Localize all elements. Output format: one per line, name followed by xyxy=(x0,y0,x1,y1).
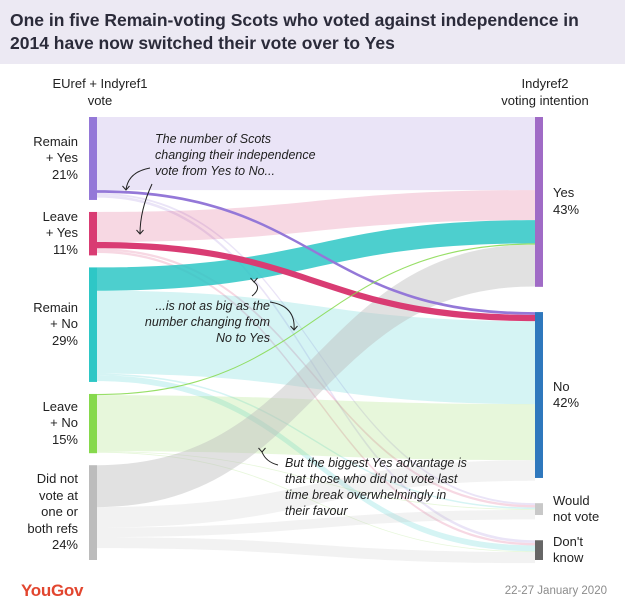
flow-remain_no-to-dont_know xyxy=(97,375,535,552)
flow-leave_no-to-dont_know xyxy=(97,452,535,553)
yougov-logo: YouGov xyxy=(21,581,84,600)
arrow-to-no-yes-band xyxy=(251,281,258,297)
annotation-line: time break overwhelmingly in xyxy=(285,488,447,502)
source-node-did_not_vote xyxy=(89,465,97,560)
annotation-line: number changing from xyxy=(144,315,270,329)
source-label-line: Remain xyxy=(33,133,78,149)
target-label-line: Yes xyxy=(553,185,575,201)
flow-did_not_vote-to-dont_know xyxy=(97,537,535,564)
arrow-to-leave-no-switch xyxy=(269,301,295,331)
source-node-remain_yes xyxy=(89,117,97,200)
annotation-line: But the biggest Yes advantage is xyxy=(285,456,467,470)
annotation-line: No to Yes xyxy=(216,331,270,345)
flow-leave_no-to-yes xyxy=(97,243,535,396)
annotation-line: that those who did not vote last xyxy=(285,472,458,486)
left-axis-header: EUref + Indyref1 vote xyxy=(20,76,180,109)
source-label-line: + Yes xyxy=(45,225,78,241)
flow-did_not_vote-to-yes xyxy=(97,244,535,508)
target-label-would_not_vote: Would not vote xyxy=(553,493,621,526)
arrow-to-leave-yes-switch xyxy=(139,183,153,235)
arrow-to-remain-yes-switch-head xyxy=(122,185,130,191)
source-label-line: + Yes xyxy=(45,150,78,166)
right-axis-header: Indyref2 voting intention xyxy=(470,76,620,109)
flow-remain_yes-to-yes xyxy=(97,117,535,191)
arrow-to-dnv-band xyxy=(261,451,279,466)
chart-title: One in five Remain-voting Scots who vote… xyxy=(10,10,579,53)
source-label-remain_yes: Remain + Yes 21% xyxy=(8,134,78,184)
target-label-no: No 42% xyxy=(553,379,621,412)
target-label-line: No xyxy=(553,378,570,394)
annotation-line: their favour xyxy=(285,504,348,518)
source-label-line: Leave xyxy=(42,398,78,414)
source-label-leave_yes: Leave + Yes 11% xyxy=(8,209,78,259)
arrow-to-leave-yes-switch-head xyxy=(136,229,144,235)
target-node-yes xyxy=(535,117,543,287)
target-label-line: 43% xyxy=(553,201,580,217)
flow-remain_yes-to-dont_know xyxy=(97,194,535,544)
right-header-line-2: voting intention xyxy=(501,92,589,108)
left-header-line-1: EUref + Indyref1 xyxy=(52,76,148,91)
source-label-line: 21% xyxy=(51,166,78,182)
left-header-line-2: vote xyxy=(87,92,113,108)
flow-remain_yes-to-no xyxy=(97,190,535,315)
target-label-line: know xyxy=(553,550,584,566)
flow-leave_yes-to-no xyxy=(97,241,535,322)
source-node-leave_yes xyxy=(89,211,97,256)
annotation-no-to-yes: ...is not as big as the number changing … xyxy=(118,298,270,346)
flow-remain_no-to-would_not_vote xyxy=(97,373,535,510)
fieldwork-date: 22-27 January 2020 xyxy=(504,585,607,597)
title-banner xyxy=(0,0,625,64)
source-label-did_not_vote: Did not vote at one or both refs 24% xyxy=(8,471,78,554)
annotation-line: changing their independence xyxy=(155,148,316,162)
flow-leave_yes-to-dont_know xyxy=(97,250,535,546)
annotation-line: vote from Yes to No... xyxy=(155,164,275,178)
target-label-line: Would xyxy=(553,492,590,508)
source-node-remain_no xyxy=(89,267,97,382)
flow-remain_no-to-yes xyxy=(97,220,535,291)
target-node-dont_know xyxy=(535,540,543,560)
source-label-line: vote at xyxy=(38,487,78,503)
source-label-line: both refs xyxy=(27,520,78,536)
source-label-line: + No xyxy=(50,316,78,332)
target-label-yes: Yes 43% xyxy=(553,185,621,218)
source-label-line: 11% xyxy=(52,241,78,257)
source-label-line: Remain xyxy=(33,299,78,315)
target-label-dont_know: Don't know xyxy=(553,534,621,567)
source-label-leave_no: Leave + No 15% xyxy=(8,399,78,449)
source-label-remain_no: Remain + No 29% xyxy=(8,300,78,350)
target-label-line: Don't xyxy=(553,533,583,549)
flow-leave_yes-to-yes xyxy=(97,190,535,242)
flow-remain_yes-to-would_not_vote xyxy=(97,192,535,506)
flow-did_not_vote-to-no xyxy=(97,460,535,528)
source-label-line: 15% xyxy=(51,431,78,447)
flow-leave_no-to-no xyxy=(97,395,535,461)
annotation-line: ...is not as big as the xyxy=(155,299,270,313)
arrow-to-leave-no-switch-head xyxy=(290,325,298,331)
target-node-would_not_vote xyxy=(535,503,543,516)
source-label-line: Leave xyxy=(42,208,78,224)
arrow-to-no-yes-band-head xyxy=(250,277,258,283)
source-label-line: 24% xyxy=(51,537,78,553)
source-label-line: 29% xyxy=(51,332,78,348)
arrow-to-dnv-band-head xyxy=(258,447,266,453)
target-label-line: not vote xyxy=(553,509,600,525)
right-header-line-1: Indyref2 xyxy=(521,76,569,91)
flow-leave_yes-to-would_not_vote xyxy=(97,248,535,508)
arrow-to-remain-yes-switch xyxy=(125,167,151,191)
target-node-no xyxy=(535,312,543,478)
flow-did_not_vote-to-would_not_vote xyxy=(97,509,535,538)
annotation-line: The number of Scots xyxy=(155,132,272,146)
flow-remain_no-to-no xyxy=(97,290,535,405)
flow-leave_no-to-would_not_vote xyxy=(97,451,535,510)
annotation-did-not-vote: But the biggest Yes advantage is that th… xyxy=(285,455,467,519)
annotation-yes-to-no: The number of Scots changing their indep… xyxy=(155,131,316,179)
source-label-line: + No xyxy=(50,415,78,431)
source-node-leave_no xyxy=(89,393,97,454)
source-label-line: one or xyxy=(41,504,78,520)
target-label-line: 42% xyxy=(553,395,580,411)
source-label-line: Did not xyxy=(36,471,78,487)
